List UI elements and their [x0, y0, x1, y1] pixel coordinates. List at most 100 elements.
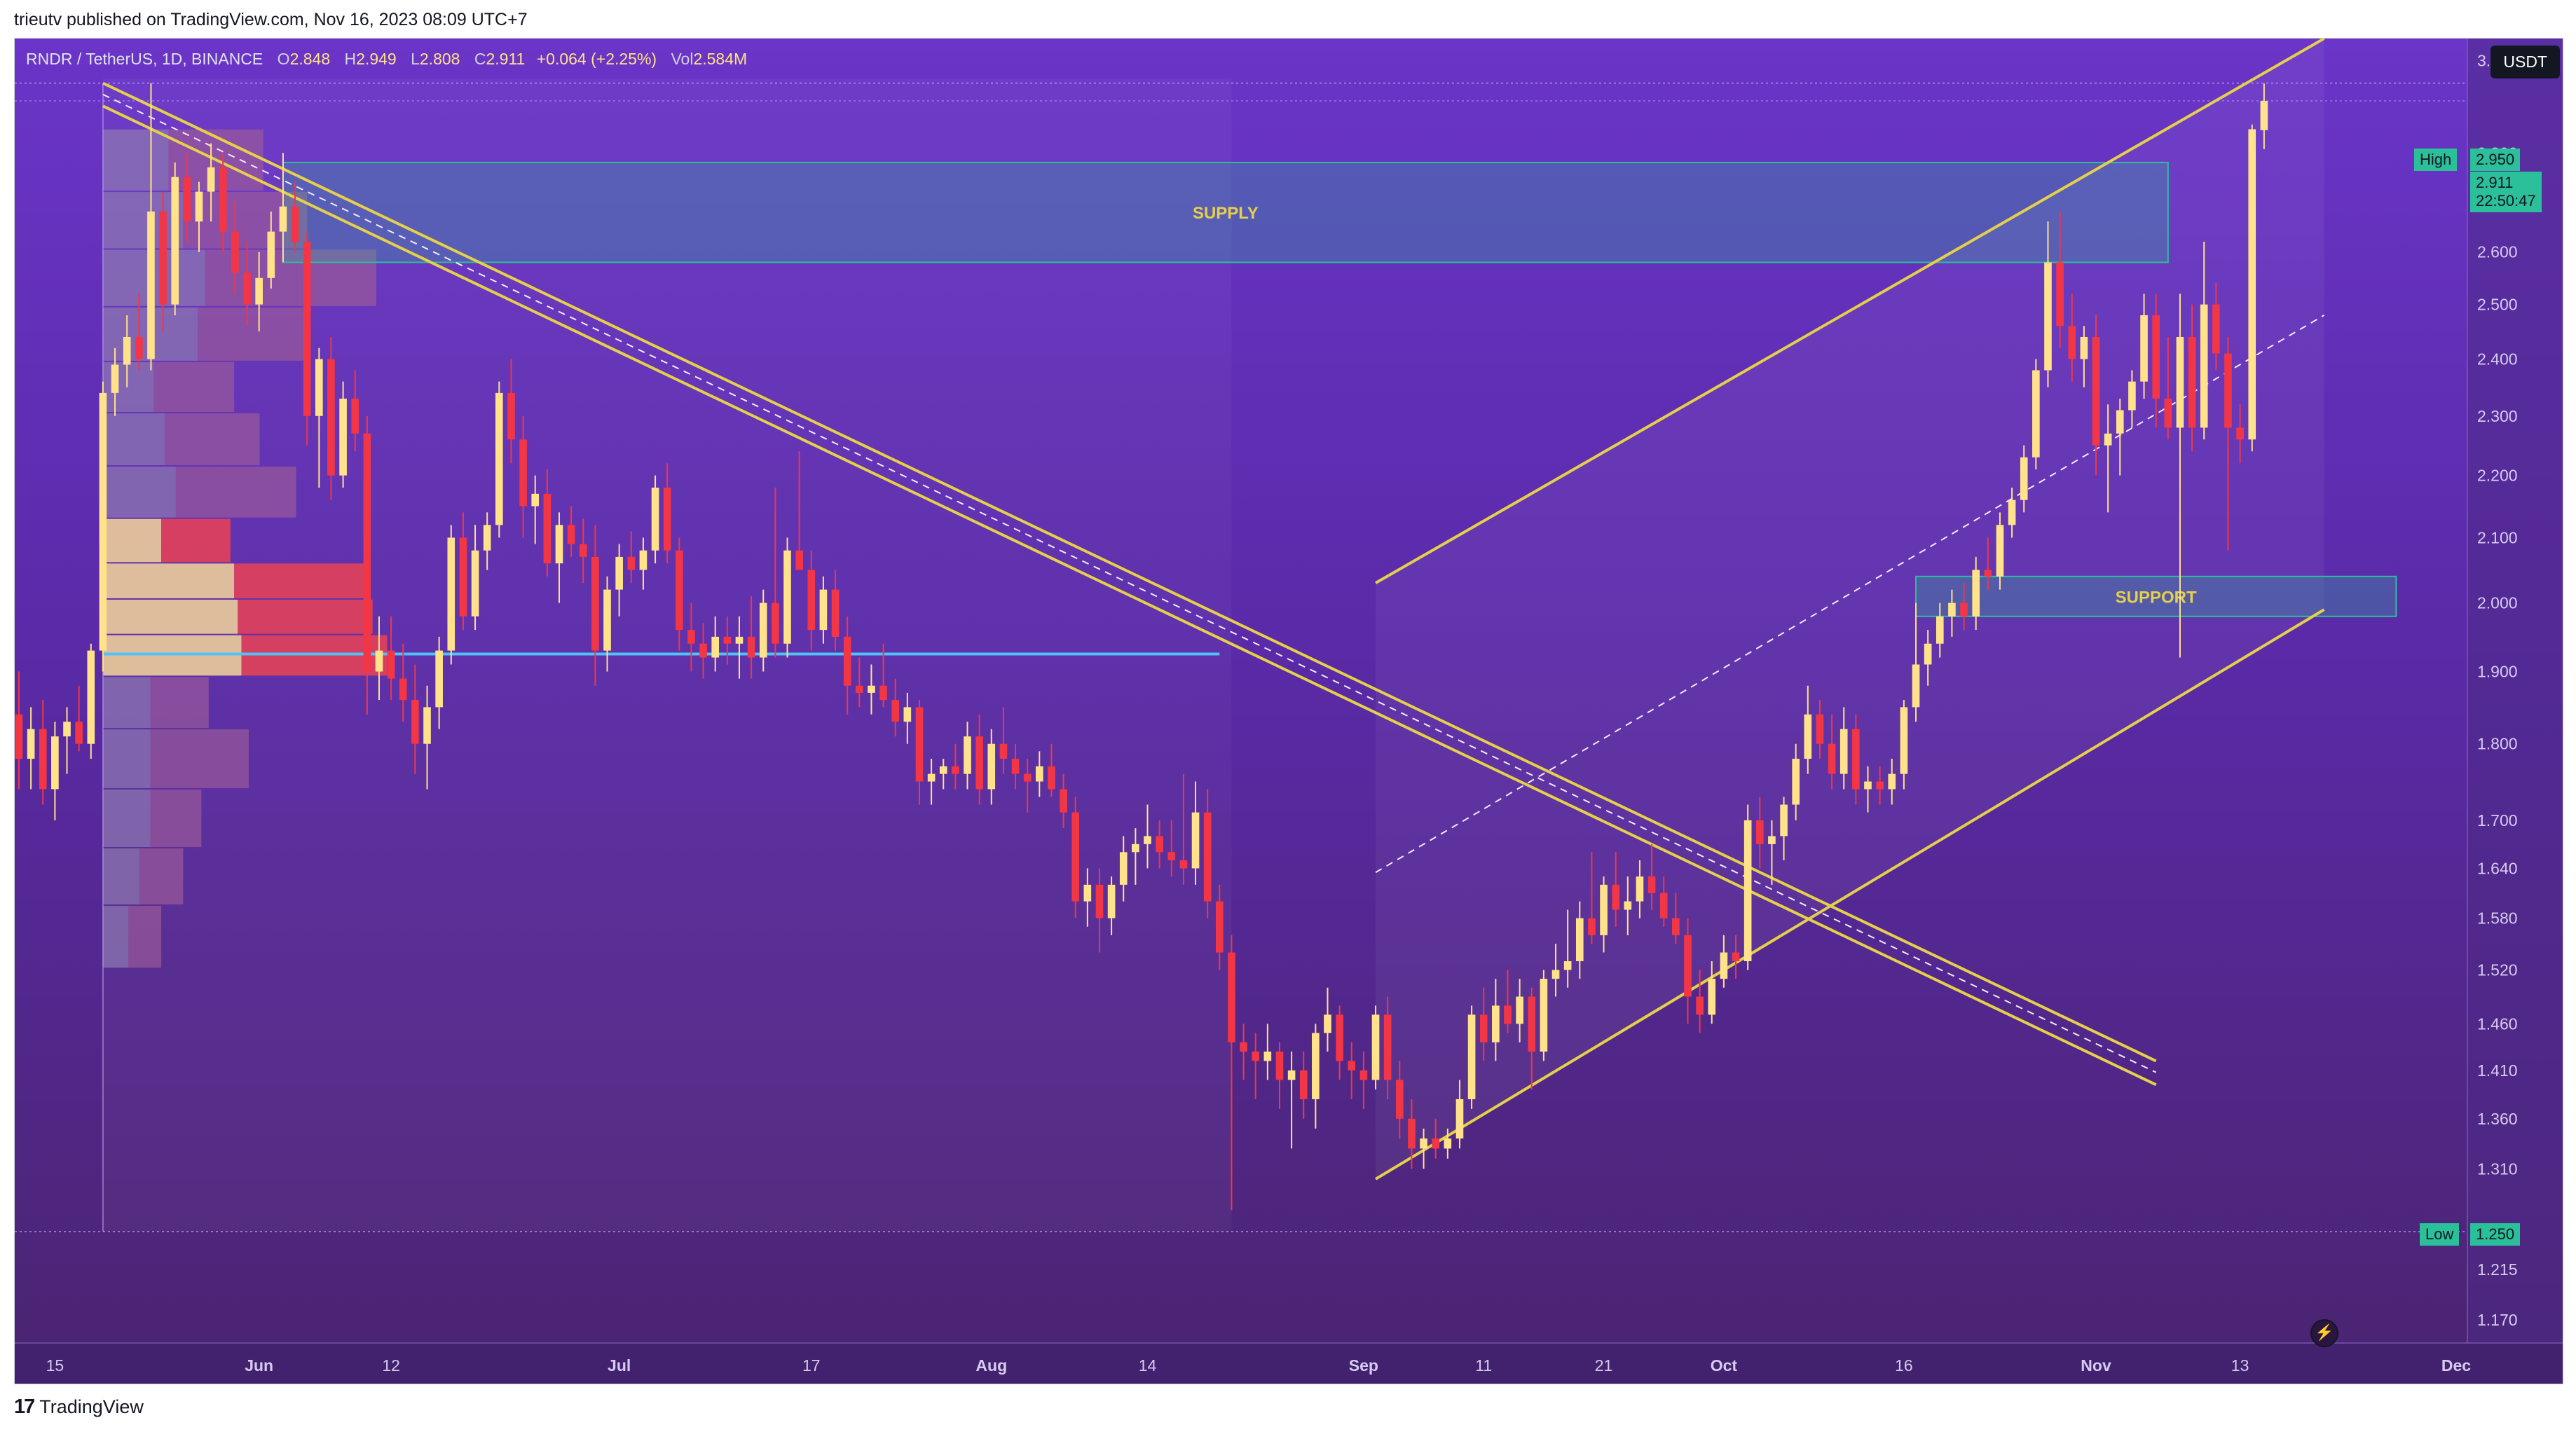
candle: [2128, 370, 2136, 428]
candle: [1432, 1118, 1440, 1159]
candle: [663, 463, 671, 564]
currency-button[interactable]: USDT: [2491, 46, 2560, 78]
candle-body: [1060, 789, 1067, 813]
profile-up-bar: [102, 906, 129, 968]
candle-body: [1672, 918, 1680, 935]
candle-body: [975, 736, 983, 790]
candle: [891, 678, 900, 737]
profile-down-bar: [150, 677, 209, 729]
candle-body: [1900, 707, 1908, 774]
candle-body: [1659, 893, 1668, 918]
candle: [459, 512, 467, 631]
candle: [999, 707, 1008, 774]
high-tag-value: 2.950: [2470, 149, 2521, 171]
candle-body: [711, 636, 720, 658]
candle-body: [627, 556, 636, 570]
candle: [1936, 603, 1944, 658]
candle-body: [747, 636, 755, 658]
candle: [1167, 820, 1176, 877]
candle-body: [1479, 1014, 1488, 1042]
supply-zone: [282, 161, 2169, 263]
volume-label: Vol: [671, 50, 694, 68]
candle: [435, 636, 443, 729]
candle-body: [1540, 979, 1548, 1052]
candle: [1275, 1042, 1284, 1109]
candle: [63, 707, 71, 774]
candle: [1828, 714, 1836, 790]
profile-down-bar: [161, 518, 231, 563]
candle: [1876, 766, 1884, 805]
candle-body: [795, 550, 803, 570]
candle: [1240, 1024, 1247, 1080]
candle-body: [183, 177, 191, 222]
candle-body: [2092, 336, 2100, 446]
tv-logo-text: TradingView: [39, 1396, 144, 1417]
candle-body: [1467, 1014, 1476, 1099]
time-tick-label: Dec: [2441, 1356, 2471, 1375]
candle-body: [495, 392, 503, 525]
candle-body: [2044, 262, 2052, 371]
candle: [964, 722, 971, 790]
candle: [772, 488, 779, 658]
candle-body: [1408, 1118, 1416, 1149]
tradingview-logo[interactable]: 17 TradingView: [14, 1396, 144, 1419]
profile-down-bar: [238, 599, 373, 634]
candle: [807, 550, 816, 651]
candle-body: [1395, 1080, 1404, 1119]
price-tick-label: 1.215: [2477, 1260, 2518, 1279]
candle-body: [2008, 500, 2016, 525]
candle: [843, 616, 851, 715]
published-caption: trieutv published on TradingView.com, No…: [14, 10, 528, 29]
candle: [1743, 804, 1752, 970]
time-tick-label: 16: [1895, 1356, 1913, 1375]
candle-body: [1240, 1042, 1247, 1052]
high-label: H: [344, 50, 357, 68]
candle: [171, 162, 179, 315]
candle-body: [843, 636, 851, 686]
price-tick-label: 1.700: [2477, 811, 2518, 829]
candle-body: [915, 707, 924, 782]
candle-body: [1167, 852, 1176, 860]
candle: [1984, 537, 1992, 590]
candle: [2068, 294, 2076, 382]
profile-up-bar: [102, 677, 151, 729]
candle-body: [123, 336, 131, 365]
profile-up-bar: [102, 789, 151, 847]
candle-body: [1444, 1138, 1452, 1149]
candle-body: [603, 589, 611, 651]
time-axis-panel: [15, 1343, 2563, 1384]
candle-body: [1984, 570, 1992, 577]
price-tick-label: 2.500: [2477, 296, 2518, 314]
candle-body: [1647, 876, 1656, 893]
candle: [267, 211, 275, 289]
candle-body: [135, 336, 143, 359]
profile-up-bar: [102, 413, 165, 466]
price-axis-panel: [2467, 39, 2563, 1384]
candle: [1312, 1024, 1320, 1129]
candle-body: [676, 550, 683, 631]
candle-body: [2104, 433, 2112, 446]
candle: [51, 722, 59, 820]
candle-body: [2128, 381, 2136, 411]
candle-body: [1516, 996, 1523, 1024]
support-zone: [1915, 575, 2397, 617]
candle: [315, 347, 323, 488]
candle: [1156, 820, 1163, 869]
lightning-icon[interactable]: ⚡: [2310, 1319, 2338, 1347]
candle: [987, 729, 996, 805]
candle: [1420, 1128, 1427, 1169]
candle-body: [15, 714, 23, 759]
candle-body: [375, 650, 383, 672]
candle-body: [519, 439, 527, 507]
candle: [399, 643, 407, 722]
candle-body: [639, 550, 648, 570]
time-tick-label: Jun: [245, 1356, 273, 1375]
time-tick-label: Nov: [2081, 1356, 2111, 1375]
candle: [1035, 751, 1043, 797]
open-label: O: [277, 50, 290, 68]
candle: [1912, 603, 1920, 722]
candle-body: [231, 231, 239, 273]
candle: [1179, 773, 1188, 885]
